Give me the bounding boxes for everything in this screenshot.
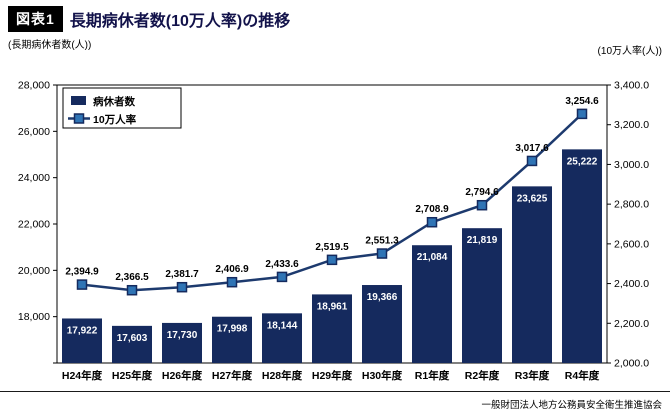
right-axis-tick-label: 2,400.0: [614, 278, 649, 290]
bar-value-label: 21,084: [417, 252, 448, 263]
footer-divider: [0, 391, 670, 392]
bar: [362, 285, 402, 363]
line-value-label: 2,551.3: [365, 236, 399, 247]
legend-bar-label: 病休者数: [93, 95, 135, 108]
right-axis-tick-label: 2,200.0: [614, 318, 649, 330]
category-label: R1年度: [415, 369, 450, 382]
line-marker: [126, 284, 138, 296]
bar: [62, 318, 102, 363]
bar-value-label: 17,998: [217, 324, 248, 335]
category-label: H27年度: [212, 369, 253, 382]
left-axis-tick-label: 20,000: [18, 265, 50, 277]
line-marker: [226, 276, 238, 288]
legend-line-marker: [73, 113, 85, 124]
chart-header: 図表1 長期病休者数(10万人率)の推移: [8, 6, 290, 32]
category-label: H25年度: [112, 369, 153, 382]
line-value-label: 3,017.6: [515, 143, 549, 154]
category-label: H30年度: [362, 369, 403, 382]
bar: [112, 325, 152, 363]
bar-value-label: 23,625: [517, 193, 548, 204]
bar-value-label: 17,922: [67, 325, 98, 336]
chart-title: 長期病休者数(10万人率)の推移: [69, 13, 291, 30]
category-label: H26年度: [162, 369, 203, 382]
line-value-label: 2,794.6: [465, 187, 499, 198]
right-axis-tick-label: 3,400.0: [614, 80, 649, 92]
line-value-label: 2,366.5: [115, 272, 149, 283]
line-value-label: 2,519.5: [315, 242, 349, 253]
category-label: R3年度: [515, 369, 550, 382]
bar-value-label: 18,961: [317, 301, 348, 312]
right-axis-tick-label: 2,800.0: [614, 199, 649, 211]
line-value-label: 2,394.9: [65, 267, 99, 278]
category-label: R4年度: [565, 369, 600, 382]
category-label: H24年度: [62, 369, 103, 382]
line-value-label: 2,406.9: [215, 264, 249, 275]
right-axis-title: (10万人率(人)): [597, 46, 662, 57]
line-marker: [426, 216, 438, 228]
line-marker: [176, 281, 188, 293]
bar: [312, 294, 352, 363]
bar-value-label: 21,819: [467, 235, 498, 246]
line-marker: [376, 248, 388, 259]
right-axis-tick-label: 3,000.0: [614, 159, 649, 171]
legend-bar-swatch: [71, 96, 86, 105]
bar: [512, 186, 552, 363]
right-axis-tick-label: 2,000.0: [614, 358, 649, 370]
line-marker: [276, 271, 288, 283]
bar: [212, 316, 252, 363]
bar-value-label: 17,730: [167, 330, 198, 341]
bar-value-label: 17,603: [117, 333, 148, 344]
bar-value-label: 25,222: [567, 156, 598, 167]
left-axis-tick-label: 26,000: [18, 126, 50, 138]
category-label: H29年度: [312, 369, 353, 382]
line-marker: [576, 108, 588, 120]
category-label: R2年度: [465, 369, 500, 382]
line-value-label: 2,433.6: [265, 259, 299, 270]
footer-credit: 一般財団法人地方公務員安全衛生推進協会: [481, 400, 662, 411]
left-axis-tick-label: 28,000: [18, 80, 50, 92]
left-axis-tick-label: 22,000: [18, 219, 50, 231]
bar: [412, 245, 452, 363]
right-axis-tick-label: 2,600.0: [614, 238, 649, 250]
category-label: H28年度: [262, 369, 303, 382]
line-marker: [476, 199, 488, 211]
right-axis-tick-label: 3,200.0: [614, 119, 649, 131]
left-axis-title: (長期病休者数(人)): [8, 40, 92, 51]
bar-value-label: 18,144: [267, 320, 298, 331]
line-value-label: 2,381.7: [165, 269, 199, 280]
legend-line-label: 10万人率: [93, 113, 137, 126]
line-marker: [326, 254, 338, 266]
bar-value-label: 19,366: [367, 292, 398, 303]
line-value-label: 3,254.6: [565, 96, 599, 107]
bar: [562, 149, 602, 363]
figure-number-badge: 図表1: [8, 6, 63, 32]
bar: [262, 313, 302, 363]
line-marker: [76, 279, 88, 290]
left-axis-tick-label: 18,000: [18, 311, 50, 323]
line-marker: [526, 155, 538, 167]
line-value-label: 2,708.9: [415, 204, 449, 215]
left-axis-tick-label: 24,000: [18, 172, 50, 184]
bar: [462, 228, 502, 363]
bar: [162, 322, 202, 363]
